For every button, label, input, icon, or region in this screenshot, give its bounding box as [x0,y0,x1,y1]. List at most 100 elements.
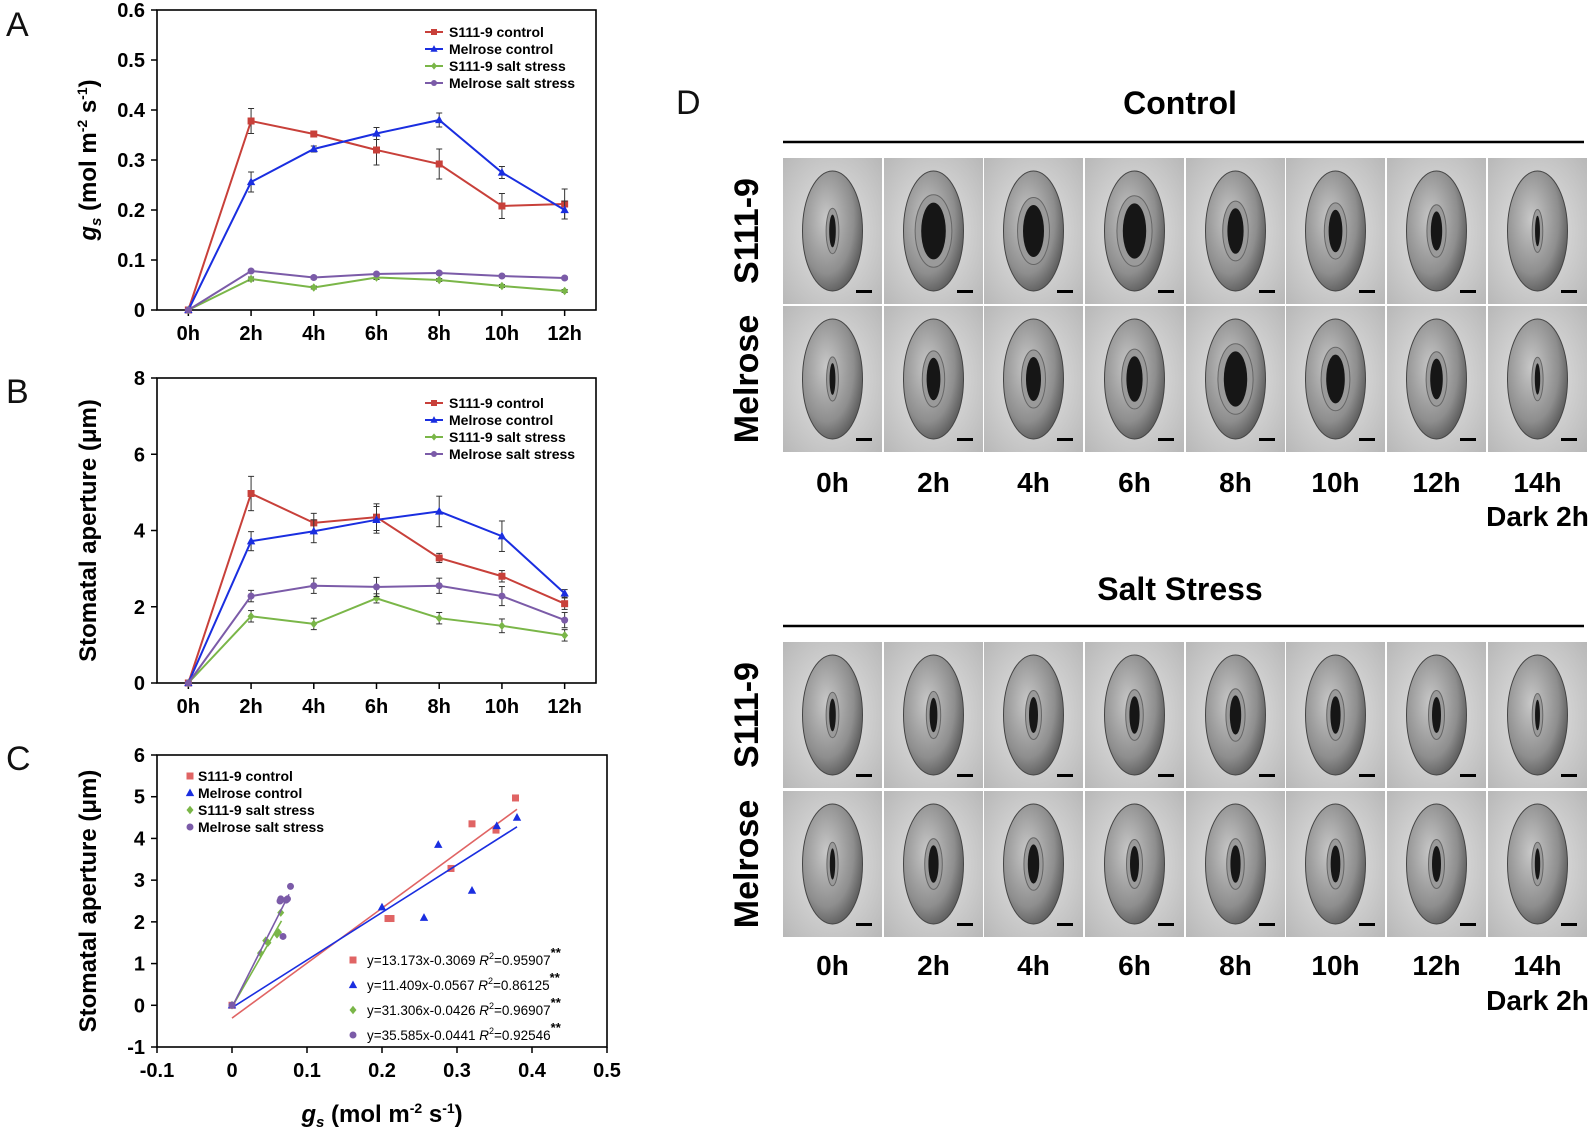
stomatal-pore [1330,696,1341,734]
y-tick-label: 6 [134,444,145,466]
stomatal-pore [1027,844,1040,884]
data-point [247,267,255,275]
y-tick-label: 0 [134,995,145,1017]
scatter-series-3 [228,882,294,1009]
scatter-point [279,932,287,940]
trend-line [231,826,518,1009]
legend-swatch-marker [431,400,437,406]
stomatal-pore [1430,211,1443,251]
scale-bar [1259,290,1275,293]
time-label: 10h [1311,467,1359,498]
series-2 [184,273,569,315]
data-point [498,281,506,291]
legend-entry: Melrose control [198,785,302,801]
time-label: 4h [1017,950,1050,981]
scatter-point [512,813,522,821]
data-point [247,274,255,284]
trend-line [231,893,290,1008]
scatter-point [277,908,285,917]
scatter-point [419,913,429,921]
y-tick-label: 2 [134,597,145,619]
micrograph-cell [1387,158,1486,304]
legend-swatch [186,823,194,831]
stomatal-pore [1430,358,1443,400]
scale-bar [1561,290,1577,293]
micrograph-cell [884,306,983,452]
scale-bar [1359,923,1375,926]
scale-bar [1561,438,1577,441]
legend-swatch [186,772,194,780]
x-tick-label: 0h [177,323,200,345]
x-tick-label: 10h [485,696,519,718]
data-point [373,146,380,154]
data-point [310,283,318,292]
y-tick-label: 0.2 [117,200,145,222]
y-tick-label: 0.6 [117,0,145,22]
stomatal-pore [1223,351,1248,407]
equation-text: y=13.173x-0.3069 R2=0.95907** [367,945,562,968]
micrograph-cell [783,306,882,452]
legend-swatch-marker [431,29,437,35]
panel-label-a: A [6,6,29,44]
y-tick-label: 0 [134,673,145,695]
stomatal-pore [829,214,836,248]
scatter-point [434,840,443,848]
time-label: 2h [917,950,950,981]
stomatal-pore [928,845,939,883]
micrograph-cell [1186,306,1285,452]
scale-bar [1158,774,1174,777]
equation-swatch [349,1031,357,1039]
scale-bar [1259,923,1275,926]
data-point [435,554,443,562]
stomatal-pore [926,357,941,401]
trend-line [231,808,518,1019]
scale-bar [957,290,973,293]
row-label: Melrose [728,800,766,929]
stomatal-pore [1229,695,1242,735]
scale-bar [1460,774,1476,777]
scatter-point [492,821,501,830]
stomatal-pore [829,363,836,395]
stomatal-pore [921,202,946,260]
y-tick-label: 1 [134,954,145,976]
y-tick-label: 0.3 [117,150,145,172]
legend-entry: Melrose salt stress [449,75,575,91]
y-tick-label: 0.1 [117,250,145,272]
row-label: S111-9 [728,662,766,768]
micrograph-cell [884,791,983,937]
time-label: 4h [1017,467,1050,498]
scale-bar [957,774,973,777]
x-axis-label: gs (mol m-2 s-1) [300,1100,462,1131]
row-label: S111-9 [728,178,766,284]
y-tick-label: 3 [134,870,145,892]
micrograph-cell [783,791,882,937]
scale-bar [1259,774,1275,777]
data-point [372,128,381,137]
micrograph-cell [1085,158,1184,304]
trend-line [231,920,283,1008]
x-tick-label: 6h [365,323,388,345]
data-point [247,117,255,125]
panel-label-d: D [676,84,701,122]
series-3 [184,267,569,314]
time-label: 14h [1513,950,1561,981]
scale-bar [856,923,872,926]
data-point [184,679,192,687]
scale-bar [1259,438,1275,441]
data-point [561,631,569,640]
dark-label: Dark 2h [1486,501,1589,532]
data-point [247,612,255,621]
y-axis-label: Stomatal aperture (μm) [75,399,102,662]
legend-entry: Melrose control [449,412,553,428]
data-point [498,202,506,210]
x-tick-label: 6h [365,696,388,718]
scale-bar [1460,290,1476,293]
scale-bar [1057,438,1073,441]
data-point [310,274,318,281]
data-point [435,613,443,623]
data-point [435,160,443,168]
data-point [498,572,506,580]
